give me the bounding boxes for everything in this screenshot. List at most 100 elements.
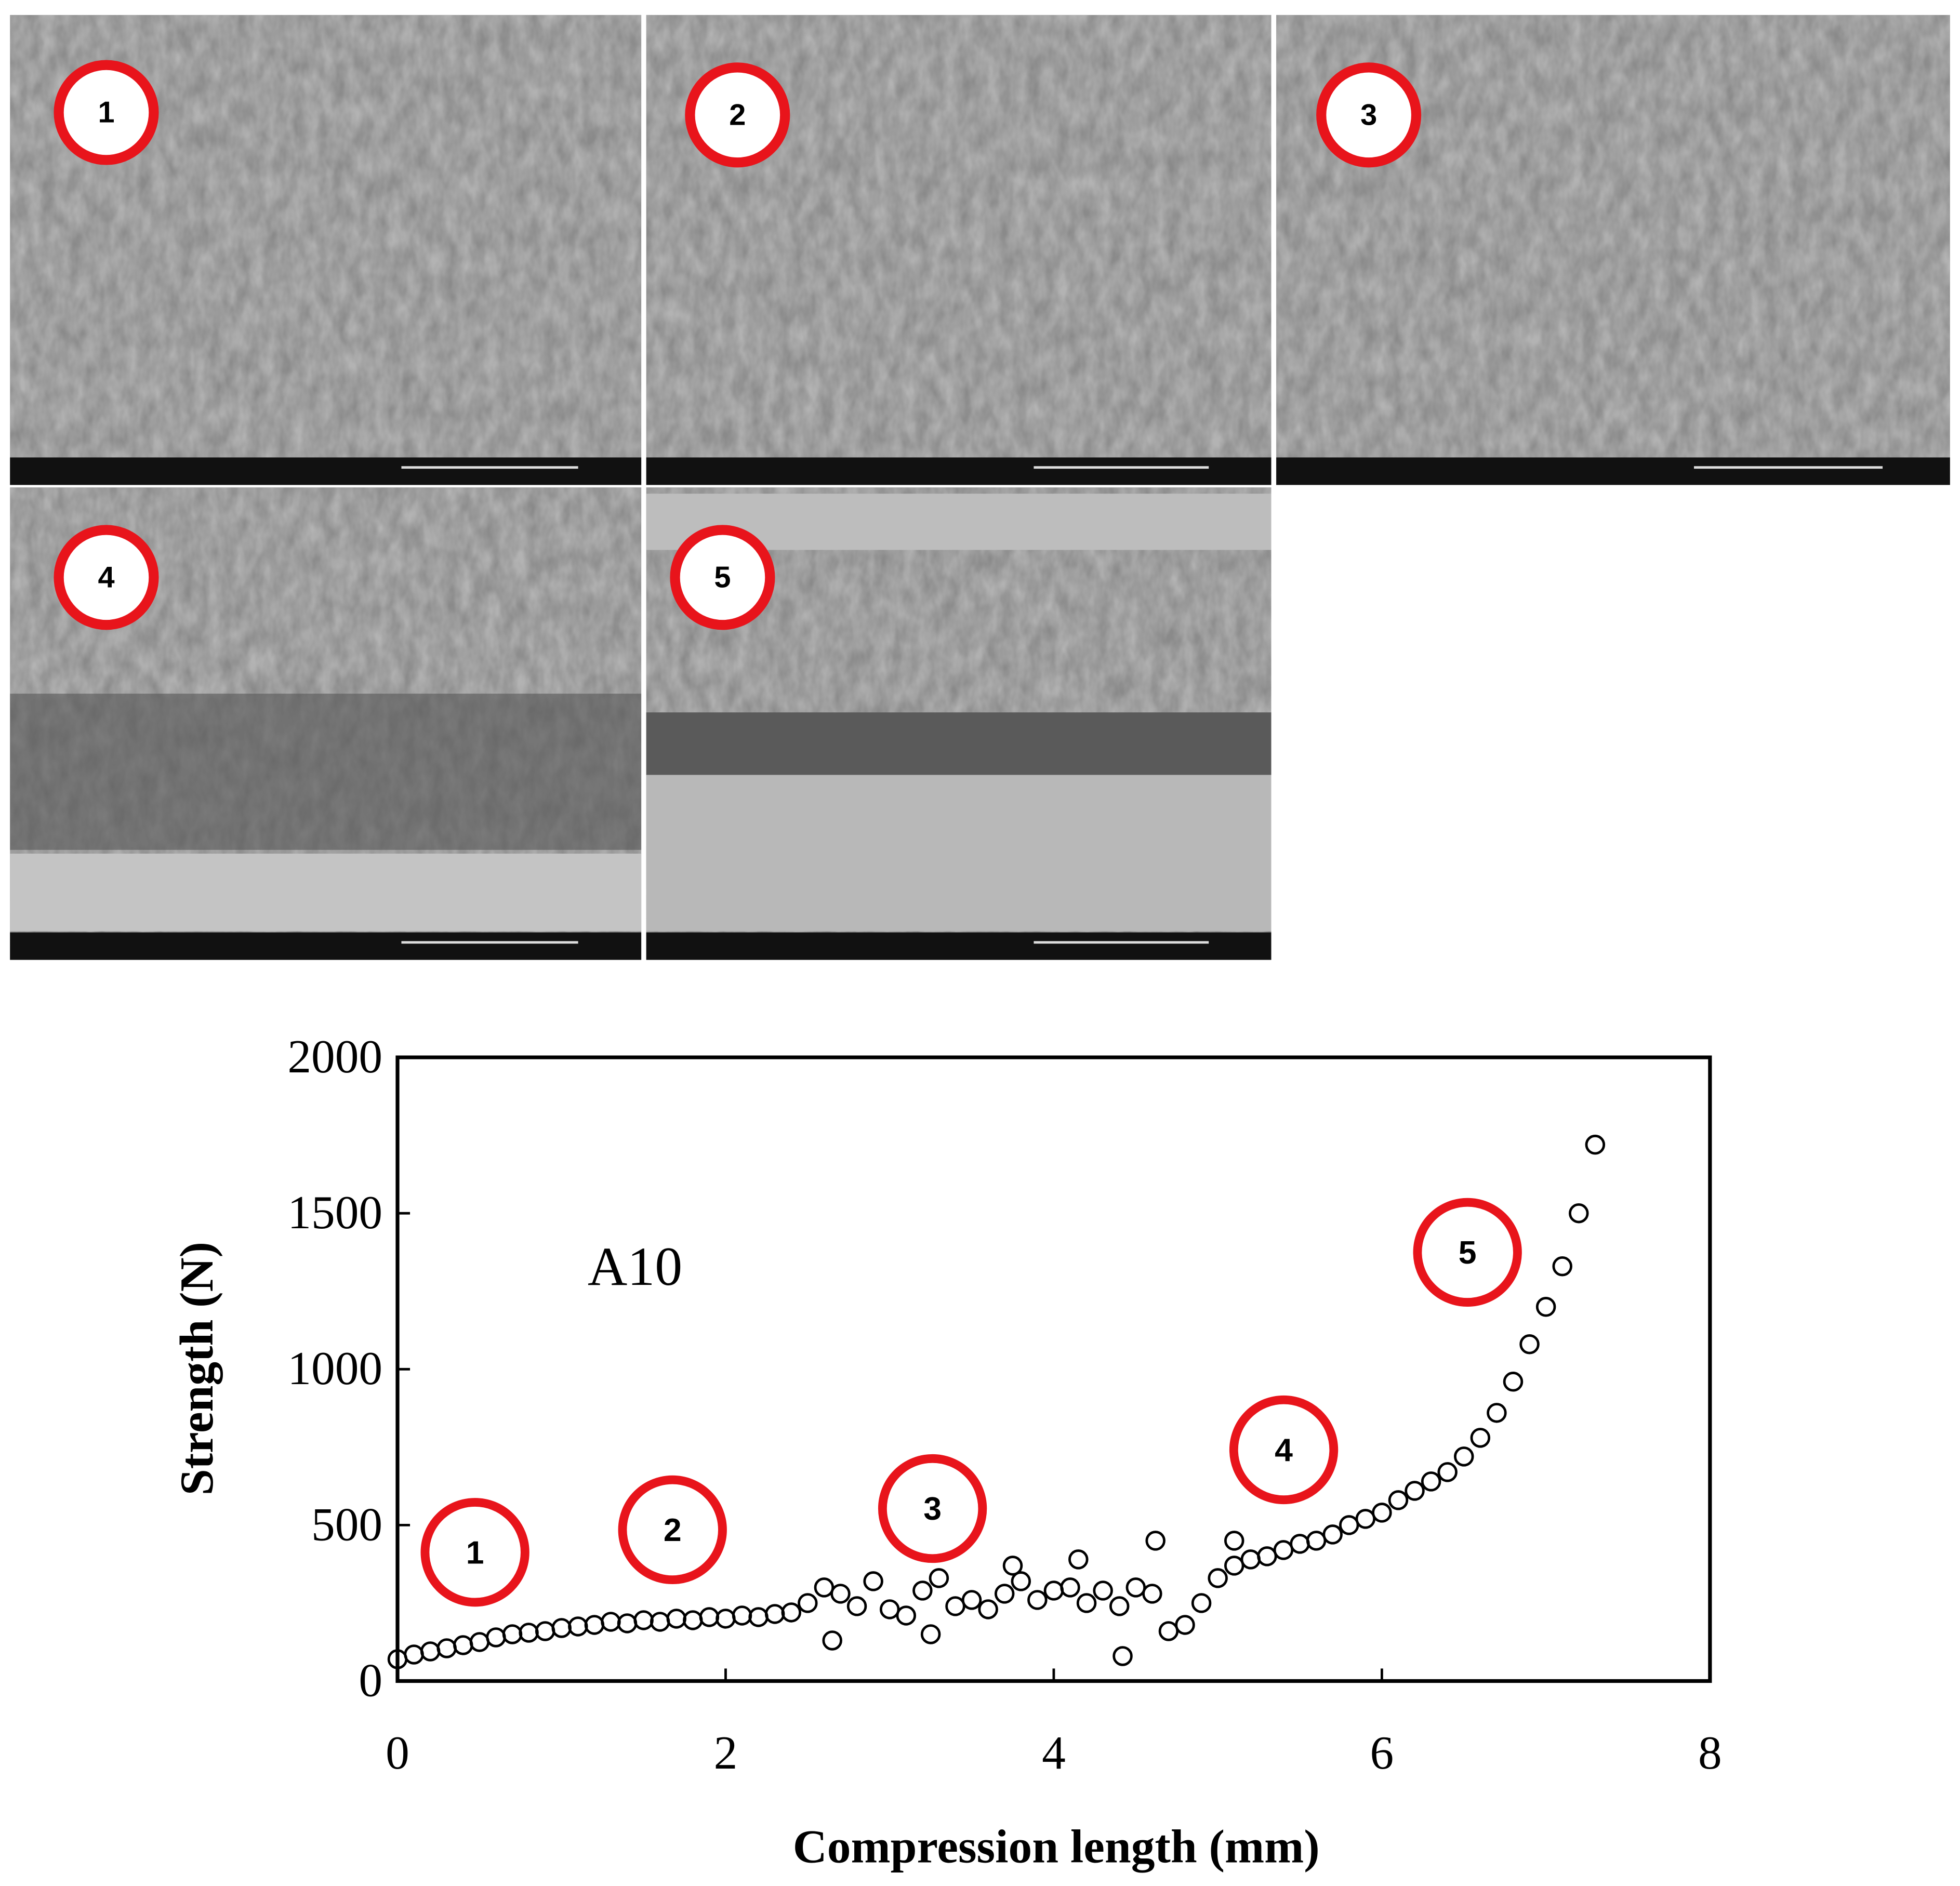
data-point [978,1599,998,1619]
data-point [879,1599,900,1619]
x-tick-label: 0 [386,1726,409,1779]
panel-label: 1 [98,96,114,129]
data-point [1503,1372,1524,1392]
plot-frame [395,1055,1712,1683]
data-point [1109,1596,1130,1616]
info-bar [1276,457,1950,485]
data-point [822,1630,842,1651]
data-point [798,1593,818,1613]
annotation-circle [878,1454,987,1563]
data-point [945,1596,965,1616]
data-point [1535,1297,1556,1317]
annotation-label: 1 [466,1534,484,1571]
y-tick-label: 1000 [287,1342,382,1394]
label-circle [670,525,775,630]
label-circle [54,60,159,165]
data-point [1240,1549,1261,1570]
y-tick-label: 500 [311,1498,382,1550]
data-point [1076,1593,1097,1613]
data-point [617,1613,638,1633]
annotation-label: 4 [1275,1432,1293,1468]
info-bar [646,457,1272,485]
data-point [519,1623,539,1643]
data-point [568,1616,588,1637]
data-point [1437,1462,1458,1482]
y-tick-label: 1500 [287,1186,382,1239]
data-point [1306,1531,1327,1551]
data-point [781,1602,802,1623]
data-point [1322,1524,1343,1545]
label-circle [685,62,790,168]
data-point [1224,1531,1244,1551]
data-point [814,1577,835,1598]
data-point [486,1627,506,1648]
data-point [1487,1403,1507,1423]
data-point [1027,1590,1048,1610]
data-point [929,1568,949,1588]
data-point [1519,1334,1540,1354]
data-point [1043,1580,1064,1601]
data-point [436,1638,457,1658]
data-point [1372,1503,1392,1523]
annotation-label: 3 [923,1491,942,1527]
data-point [1113,1646,1133,1666]
data-point [1093,1580,1113,1601]
x-tick-label: 8 [1698,1726,1722,1779]
data-point [1569,1203,1589,1224]
data-point [650,1612,670,1632]
data-point [633,1610,654,1630]
data-point [1191,1593,1212,1613]
data-point [863,1571,883,1591]
data-point [1068,1549,1089,1570]
annotation-circle [618,1475,727,1585]
y-tick-label: 0 [359,1654,382,1706]
data-point [961,1590,982,1610]
info-bar [10,932,642,960]
data-point [1011,1571,1031,1591]
annotation-circle [420,1498,529,1607]
data-point [1273,1540,1294,1560]
data-point [469,1632,490,1652]
panel-label: 5 [714,561,731,594]
data-point [732,1605,752,1626]
data-point [994,1584,1015,1604]
data-point [896,1605,917,1626]
x-axis-label: Compression length (mm) [793,1820,1320,1872]
data-point [535,1621,555,1641]
x-tick-label: 6 [1370,1726,1394,1779]
data-point [1224,1556,1244,1576]
data-point [748,1607,769,1627]
y-axis-label: Strength (N) [170,1242,223,1495]
annotation-circle [1229,1395,1339,1505]
data-point [1208,1568,1228,1588]
chart: 0 500 1000 1500 2000 0 2 4 6 8 Compression length … [170,1030,1722,1872]
panel-label: 4 [98,561,114,594]
data-point [584,1615,605,1635]
data-point [1158,1621,1179,1641]
panel-label: 3 [1360,99,1377,132]
dark-band [646,712,1272,775]
info-bar [646,932,1272,960]
annotation-label: 2 [664,1512,682,1548]
data-point [1585,1134,1606,1155]
data-point [830,1584,851,1604]
label-circle [54,525,159,630]
data-point [1002,1556,1023,1576]
data-point [1145,1531,1166,1551]
annotation-circle [1413,1198,1522,1307]
substrate [646,775,1272,932]
sem-panels: 1 2 3 4 5 [10,15,1950,960]
data-point [1454,1446,1474,1467]
dark-band [10,694,642,850]
data-point [1470,1428,1491,1448]
data-point [764,1604,785,1624]
data-point [404,1644,424,1665]
data-point [1142,1584,1162,1604]
panel-label: 2 [729,99,746,132]
y-tick-label: 2000 [287,1030,382,1083]
data-point [912,1580,933,1601]
data-point [1125,1577,1146,1598]
data-point [1552,1256,1572,1277]
